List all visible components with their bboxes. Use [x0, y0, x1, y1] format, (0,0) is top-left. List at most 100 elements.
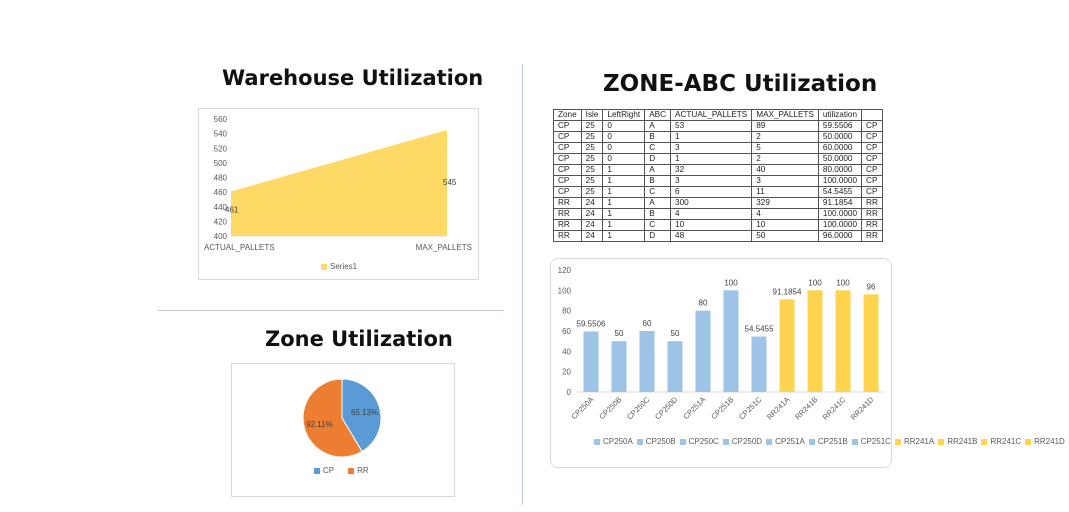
bar-x-tick-label: CP251A [681, 395, 707, 421]
table-cell: 0 [602, 153, 646, 165]
bar [695, 310, 711, 392]
bar-y-tick-label: 20 [562, 368, 571, 377]
table-cell: 100.0000 [817, 208, 863, 220]
table-cell: CP [553, 142, 582, 154]
table-cell: 89 [751, 120, 819, 132]
table-cell: 54.5455 [817, 186, 863, 198]
table-cell: 4 [670, 208, 753, 220]
table-cell: 11 [751, 186, 819, 198]
table-row: CP 25 1 C 6 11 54.5455 CP [553, 186, 883, 198]
legend-swatch [314, 467, 320, 474]
table-cell: CP [861, 153, 883, 165]
bar [611, 341, 627, 392]
table-cell: C [644, 186, 672, 198]
bar-x-tick-label: CP251B [709, 395, 735, 421]
table-row: CP 25 0 B 1 2 50.0000 CP [553, 131, 883, 143]
bar [639, 331, 655, 392]
table-cell: CP [553, 153, 582, 165]
table-cell: 0 [602, 142, 646, 154]
table-cell: 300 [670, 197, 753, 209]
table-row: CP 25 1 B 3 3 100.0000 CP [553, 175, 883, 187]
legend-label: CP251A [775, 437, 805, 446]
bar-x-tick-label: RR241A [765, 395, 791, 421]
legend-label: RR241A [903, 437, 935, 446]
table-cell: 5 [751, 142, 819, 154]
bar [779, 299, 795, 392]
table-cell: CP [861, 142, 883, 154]
bar-data-label: 80 [699, 299, 708, 308]
legend-label: Series1 [330, 262, 358, 271]
table-cell: 25 [580, 175, 604, 187]
bar-data-label: 100 [808, 278, 822, 287]
table-cell: RR [553, 219, 582, 231]
table-cell: 3 [751, 175, 819, 187]
table-header-cell: MAX_PALLETS [751, 109, 819, 121]
bar-data-label: 60 [643, 319, 652, 328]
table-header-cell: Zone [553, 109, 582, 121]
table-cell: 1 [602, 219, 646, 231]
table-cell: 1 [670, 131, 753, 143]
table-cell: 100.0000 [817, 219, 863, 231]
bar-y-tick-label: 100 [558, 286, 572, 295]
table-cell: 1 [602, 230, 646, 242]
table-cell: CP [553, 175, 582, 187]
table-cell: RR [861, 197, 883, 209]
table-cell: CP [861, 164, 883, 176]
bar-data-label: 96 [867, 282, 876, 291]
bar-x-tick-label: CP250D [653, 395, 680, 422]
table-cell: 329 [751, 197, 819, 209]
area-y-tick-label: 400 [214, 232, 228, 241]
legend-swatch [851, 438, 858, 445]
bar-x-tick-label: CP250B [597, 395, 623, 421]
warehouse-utilization-title: Warehouse Utilization [222, 66, 484, 90]
legend-label: CP250D [731, 437, 763, 446]
area-y-tick-label: 460 [214, 188, 228, 197]
bar-data-label: 100 [724, 278, 738, 287]
area-x-tick-label: MAX_PALLETS [416, 243, 472, 252]
legend-label: RR241B [947, 437, 978, 446]
pie-data-label: 65.13% [351, 408, 378, 417]
legend-swatch [1025, 438, 1032, 445]
legend-swatch [981, 438, 988, 445]
legend-swatch [722, 438, 729, 445]
table-cell: CP [861, 175, 883, 187]
legend-label: RR [357, 466, 369, 475]
table-cell: 6 [670, 186, 753, 198]
area-x-tick-label: ACTUAL_PALLETS [204, 243, 275, 252]
table-cell: 1 [602, 186, 646, 198]
bar-y-tick-label: 120 [558, 266, 572, 275]
bar-x-tick-label: CP251C [737, 395, 764, 422]
legend-label: CP251C [860, 437, 891, 446]
bar-x-tick-label: RR241D [849, 395, 876, 422]
table-cell: C [644, 142, 672, 154]
table-cell: A [644, 164, 672, 176]
legend-swatch [321, 263, 327, 270]
bar-data-label: 59.5506 [577, 319, 606, 328]
area-y-tick-label: 440 [214, 203, 228, 212]
bar-data-label: 54.5455 [745, 325, 774, 334]
table-cell: 25 [580, 186, 604, 198]
bar [667, 341, 683, 392]
table-cell: 60.0000 [817, 142, 863, 154]
bar-x-tick-label: RR241B [793, 395, 819, 421]
bar-legend: CP250A CP250B CP250C CP250D CP251A CP251B CP25… [594, 435, 1065, 448]
legend-swatch [938, 438, 945, 445]
area-data-label: 461 [225, 205, 239, 214]
area-series1-shape [231, 129, 447, 236]
area-y-tick-label: 500 [214, 159, 228, 168]
table-cell: B [644, 175, 672, 187]
table-cell: 1 [602, 197, 646, 209]
table-header-row: Zone Isle LeftRight ABC ACTUAL_PALLETS MAX_PA… [553, 109, 883, 121]
horizontal-divider [158, 310, 504, 311]
table-cell: 24 [580, 197, 604, 209]
zone-abc-utilization-title: ZONE-ABC Utilization [603, 71, 878, 97]
legend-swatch [808, 438, 815, 445]
bar-data-label: 50 [615, 329, 624, 338]
table-cell: CP [553, 120, 582, 132]
table-header-cell: Isle [580, 109, 604, 121]
legend-label: RR241D [1034, 437, 1065, 446]
table-cell: 48 [670, 230, 753, 242]
table-cell: CP [861, 131, 883, 143]
table-cell: 80.0000 [817, 164, 863, 176]
table-cell: 100.0000 [817, 175, 863, 187]
